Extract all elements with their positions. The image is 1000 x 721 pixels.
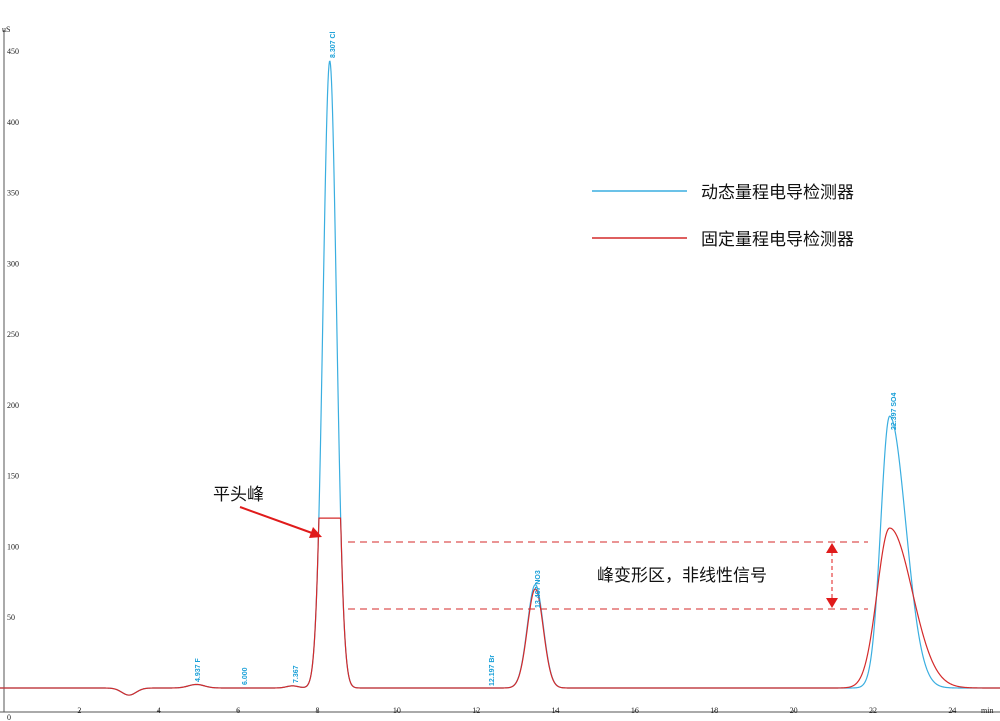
x-tick-label: 12 [472, 706, 480, 715]
flat-top-arrow-head [309, 527, 322, 538]
y-tick-label: 300 [7, 259, 19, 268]
peak-label: 8.307 Cl [330, 31, 337, 58]
peak-label: 13.467 NO3 [535, 570, 542, 608]
distortion-annotation: 峰变形区，非线性信号 [348, 541, 868, 610]
x-tick-label: 2 [77, 706, 81, 715]
x-tick-label: 14 [552, 706, 560, 715]
range-arrow-down [826, 598, 838, 608]
flat-top-arrow-shaft [239, 506, 313, 534]
peak-labels: 4.937 F 6.000 7.367 8.307 Cl 12.197 Br 13.467… [195, 31, 898, 686]
series-lines [0, 60, 1000, 696]
y-tick-label: 150 [7, 472, 19, 481]
legend: 动态量程电导检测器 固定量程电导检测器 [592, 183, 854, 250]
x-tick-label: 24 [948, 706, 956, 715]
x-tick-label: 22 [869, 706, 877, 715]
y-tick-label: 200 [7, 401, 19, 410]
x-tick-label: 16 [631, 706, 639, 715]
legend-label-dynamic: 动态量程电导检测器 [701, 183, 854, 203]
series-line-fixed [0, 517, 1000, 696]
y-unit-label: uS [2, 25, 10, 34]
distortion-label: 峰变形区，非线性信号 [597, 566, 767, 586]
series-line-dynamic [0, 60, 1000, 696]
peak-label: 7.367 [293, 665, 300, 683]
x-tick-label: 4 [157, 706, 161, 715]
y-tick-label: 50 [7, 613, 15, 622]
legend-label-fixed: 固定量程电导检测器 [701, 230, 854, 250]
peak-label: 12.197 Br [489, 655, 496, 686]
y-tick-label: 450 [7, 47, 19, 56]
x-tick-label: 18 [710, 706, 718, 715]
x-unit-label: min [981, 706, 993, 715]
x-tick-label: 10 [393, 706, 401, 715]
x-tick-label: 6 [236, 706, 240, 715]
flat-top-annotation: 平头峰 [213, 485, 322, 538]
x-tick-label: 8 [315, 706, 319, 715]
y-tick-label: 400 [7, 118, 19, 127]
x-tick-label: 20 [790, 706, 798, 715]
peak-label: 6.000 [242, 667, 249, 685]
y-tick-label: 250 [7, 330, 19, 339]
y-tick-label: 0 [7, 713, 11, 721]
range-arrow-up [826, 543, 838, 553]
peak-label: 4.937 F [195, 658, 202, 682]
flat-top-label: 平头峰 [213, 485, 264, 505]
peak-label: 22.397 SO4 [891, 393, 898, 430]
y-tick-label: 100 [7, 542, 19, 551]
y-tick-label: 350 [7, 189, 19, 198]
